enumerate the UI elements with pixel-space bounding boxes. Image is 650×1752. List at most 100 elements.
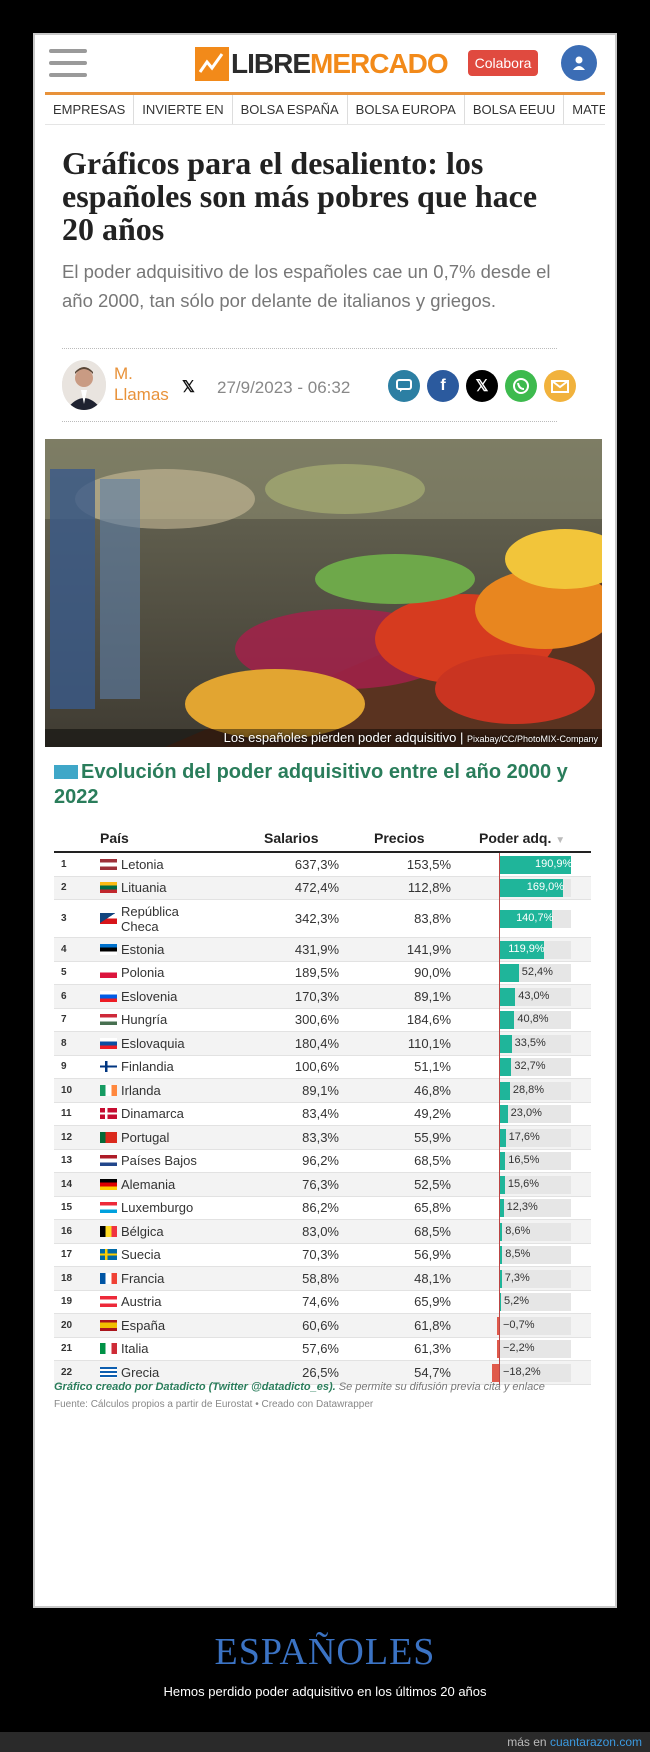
value-label: 8,5%	[505, 1248, 531, 1261]
col-header-poder[interactable]: Poder adq. ▼	[479, 830, 565, 846]
country-flag-icon	[100, 1272, 117, 1284]
rank-cell: 7	[61, 1014, 67, 1026]
salarios-cell: 26,5%	[302, 1364, 339, 1380]
salarios-cell: 86,2%	[302, 1200, 339, 1216]
zero-axis-line	[499, 853, 500, 1385]
chart-credit: Gráfico creado por Datadicto (Twitter @d…	[54, 1381, 545, 1393]
value-label: 16,5%	[508, 1154, 540, 1167]
eu-flag-icon	[54, 765, 78, 779]
value-bar	[499, 987, 516, 1006]
value-bar	[499, 1293, 501, 1312]
country-cell: Polonia	[121, 965, 165, 981]
salarios-cell: 180,4%	[294, 1035, 339, 1051]
table-row: 14 Alemania 76,3% 52,5% 15,6%	[54, 1173, 591, 1197]
value-bar	[499, 879, 563, 898]
country-cell: Estonia	[121, 941, 165, 957]
whatsapp-icon[interactable]	[505, 370, 537, 402]
site-logo[interactable]: LIBREMERCADO	[195, 45, 449, 83]
value-label: 12,3%	[506, 1201, 538, 1214]
rank-cell: 19	[61, 1296, 73, 1308]
value-label: 32,7%	[514, 1060, 546, 1073]
rank-cell: 11	[61, 1108, 72, 1120]
comment-icon[interactable]	[388, 370, 420, 402]
bar-track	[499, 1222, 571, 1241]
value-bar	[492, 1363, 499, 1382]
article-photo[interactable]: Los españoles pierden poder adquisitivo …	[45, 439, 602, 747]
country-flag-icon	[100, 1108, 117, 1120]
salarios-cell: 76,3%	[302, 1176, 339, 1192]
value-bar	[499, 1199, 504, 1218]
col-header-salarios[interactable]: Salarios	[264, 830, 319, 846]
nav-item[interactable]: BOLSA EUROPA	[348, 95, 465, 124]
nav-item[interactable]: BOLSA EEUU	[465, 95, 565, 124]
value-bar	[499, 1105, 508, 1124]
value-bar	[499, 1152, 506, 1171]
salarios-cell: 300,6%	[294, 1012, 339, 1028]
country-flag-icon	[100, 1249, 117, 1261]
country-cell: Bélgica	[121, 1223, 164, 1239]
menu-icon[interactable]	[49, 49, 87, 79]
value-bar	[499, 1128, 506, 1147]
user-account-button[interactable]	[561, 45, 597, 81]
col-header-country[interactable]: País	[100, 830, 129, 846]
country-cell: Suecia	[121, 1247, 161, 1263]
chart-credit-author[interactable]: Gráfico creado por Datadicto (Twitter @d…	[54, 1381, 336, 1393]
country-cell: Países Bajos	[121, 1153, 197, 1169]
logo-libre-text: LIBRE	[231, 48, 311, 79]
salarios-cell: 83,0%	[302, 1223, 339, 1239]
table-row: 21 Italia 57,6% 61,3% −2,2%	[54, 1338, 591, 1361]
country-cell: Eslovaquia	[121, 1035, 185, 1051]
salarios-cell: 342,3%	[294, 911, 339, 926]
rank-cell: 1	[61, 858, 67, 870]
bottom-bar: más en cuantarazon.com	[0, 1732, 650, 1752]
article-screenshot-frame: LIBREMERCADO Colabora EMPRESAS INVIERTE E…	[33, 33, 617, 1608]
colabora-button[interactable]: Colabora	[468, 50, 538, 76]
salarios-cell: 83,3%	[302, 1129, 339, 1145]
salarios-cell: 57,6%	[302, 1341, 339, 1357]
rank-cell: 13	[61, 1155, 73, 1167]
value-label: 17,6%	[508, 1130, 540, 1143]
facebook-icon[interactable]: f	[427, 370, 459, 402]
country-flag-icon	[100, 1131, 117, 1143]
author-avatar[interactable]	[62, 360, 106, 410]
country-cell: Letonia	[121, 856, 164, 872]
nav-item[interactable]: EMPRESAS	[45, 95, 135, 124]
table-row: 8 Eslovaquia 180,4% 110,1% 33,5%	[54, 1032, 591, 1056]
author-name[interactable]: M. Llamas	[114, 364, 169, 404]
value-label: 23,0%	[510, 1107, 542, 1120]
bar-track	[499, 987, 571, 1006]
nav-item[interactable]: INVIERTE EN	[134, 95, 233, 124]
bar-track	[499, 1081, 571, 1100]
rank-cell: 22	[61, 1366, 73, 1378]
rank-cell: 20	[61, 1319, 73, 1331]
country-flag-icon	[100, 967, 117, 979]
table-row: 5 Polonia 189,5% 90,0% 52,4%	[54, 962, 591, 985]
salarios-cell: 637,3%	[294, 856, 339, 872]
table-row: 2 Lituania 472,4% 112,8% 169,0%	[54, 876, 591, 900]
x-share-icon[interactable]: 𝕏	[466, 370, 498, 402]
precios-cell: 55,9%	[414, 1129, 451, 1145]
value-bar	[497, 1316, 499, 1335]
value-label: 40,8%	[517, 1013, 549, 1026]
author-x-icon[interactable]: 𝕏	[182, 379, 195, 396]
table-row: 4 Estonia 431,9% 141,9% 119,9%	[54, 938, 591, 962]
email-icon[interactable]	[544, 370, 576, 402]
value-bar	[499, 1081, 510, 1100]
country-cell: Irlanda	[121, 1082, 161, 1098]
site-link[interactable]: cuantarazon.com	[549, 1735, 642, 1749]
value-bar	[499, 1175, 505, 1194]
table-row: 11 Dinamarca 83,4% 49,2% 23,0%	[54, 1103, 591, 1126]
col-header-precios[interactable]: Precios	[374, 830, 425, 846]
precios-cell: 112,8%	[407, 880, 451, 896]
table-row: 18 Francia 58,8% 48,1% 7,3%	[54, 1267, 591, 1291]
nav-item[interactable]: MATERIAS PR	[572, 102, 605, 117]
header-divider	[45, 92, 605, 95]
precios-cell: 48,1%	[414, 1270, 451, 1286]
divider	[62, 348, 557, 349]
article-page: LIBREMERCADO Colabora EMPRESAS INVIERTE E…	[35, 35, 615, 1606]
publish-date: 27/9/2023 - 06:32	[217, 378, 351, 397]
value-label: 5,2%	[504, 1295, 530, 1308]
nav-item[interactable]: BOLSA ESPAÑA	[233, 95, 348, 124]
country-cell: Alemania	[121, 1176, 176, 1192]
value-label: 15,6%	[507, 1177, 540, 1190]
